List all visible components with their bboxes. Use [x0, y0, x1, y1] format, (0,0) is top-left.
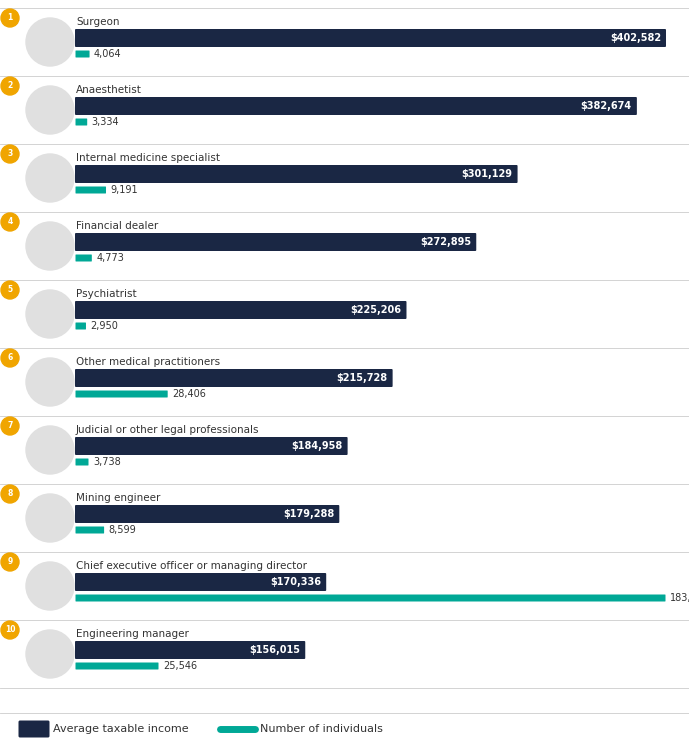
FancyBboxPatch shape — [76, 50, 90, 58]
Circle shape — [26, 562, 74, 610]
Text: 8: 8 — [8, 490, 12, 499]
Text: Average taxable income: Average taxable income — [53, 724, 189, 734]
FancyBboxPatch shape — [76, 186, 106, 194]
Text: $272,895: $272,895 — [420, 237, 471, 247]
Text: 28,406: 28,406 — [172, 389, 206, 399]
Text: 4,064: 4,064 — [94, 49, 122, 59]
Text: Chief executive officer or managing director: Chief executive officer or managing dire… — [76, 561, 307, 571]
Circle shape — [1, 417, 19, 435]
Circle shape — [26, 494, 74, 542]
FancyBboxPatch shape — [76, 322, 86, 330]
Text: Other medical practitioners: Other medical practitioners — [76, 357, 220, 367]
Text: $184,958: $184,958 — [291, 441, 342, 451]
Text: Anaesthetist: Anaesthetist — [76, 85, 142, 95]
FancyBboxPatch shape — [75, 29, 666, 47]
FancyBboxPatch shape — [76, 662, 158, 669]
Text: 4,773: 4,773 — [96, 253, 124, 263]
Text: Financial dealer: Financial dealer — [76, 221, 158, 231]
Text: Number of individuals: Number of individuals — [260, 724, 383, 734]
Text: 8,599: 8,599 — [109, 525, 136, 535]
Text: 3,738: 3,738 — [93, 457, 121, 467]
FancyBboxPatch shape — [75, 641, 305, 659]
Circle shape — [26, 154, 74, 202]
Text: $156,015: $156,015 — [249, 645, 300, 655]
Text: 9,191: 9,191 — [110, 185, 138, 195]
Circle shape — [26, 222, 74, 270]
FancyBboxPatch shape — [75, 437, 348, 455]
Text: 3: 3 — [8, 149, 12, 158]
FancyBboxPatch shape — [76, 391, 167, 397]
FancyBboxPatch shape — [75, 301, 407, 319]
Circle shape — [1, 77, 19, 95]
FancyBboxPatch shape — [76, 119, 88, 125]
FancyBboxPatch shape — [75, 97, 637, 115]
FancyBboxPatch shape — [75, 233, 476, 251]
Circle shape — [1, 145, 19, 163]
Text: 5: 5 — [8, 285, 12, 294]
Circle shape — [1, 349, 19, 367]
Text: $402,582: $402,582 — [610, 33, 661, 43]
Text: Surgeon: Surgeon — [76, 17, 119, 27]
Circle shape — [26, 18, 74, 66]
FancyBboxPatch shape — [76, 255, 92, 261]
FancyBboxPatch shape — [75, 573, 326, 591]
Circle shape — [1, 9, 19, 27]
Text: 2: 2 — [8, 82, 12, 91]
Text: 3,334: 3,334 — [92, 117, 119, 127]
Text: Engineering manager: Engineering manager — [76, 629, 189, 639]
FancyBboxPatch shape — [19, 720, 50, 737]
Circle shape — [26, 426, 74, 474]
Circle shape — [1, 213, 19, 231]
Circle shape — [26, 630, 74, 678]
Circle shape — [1, 281, 19, 299]
FancyBboxPatch shape — [75, 369, 393, 387]
Text: 9: 9 — [8, 557, 12, 566]
Circle shape — [26, 290, 74, 338]
Text: 10: 10 — [5, 626, 15, 635]
Text: 4: 4 — [8, 218, 12, 227]
Text: Judicial or other legal professionals: Judicial or other legal professionals — [76, 425, 260, 435]
Text: Mining engineer: Mining engineer — [76, 493, 161, 503]
Text: 6: 6 — [8, 354, 12, 363]
Text: 1: 1 — [8, 14, 12, 23]
Text: $215,728: $215,728 — [336, 373, 388, 383]
Text: $225,206: $225,206 — [351, 305, 402, 315]
Circle shape — [1, 485, 19, 503]
Text: $301,129: $301,129 — [462, 169, 513, 179]
Text: 7: 7 — [8, 421, 12, 430]
Text: Internal medicine specialist: Internal medicine specialist — [76, 153, 220, 163]
FancyBboxPatch shape — [76, 459, 88, 466]
FancyBboxPatch shape — [75, 505, 339, 523]
Text: 2,950: 2,950 — [90, 321, 119, 331]
Text: Psychiatrist: Psychiatrist — [76, 289, 136, 299]
Circle shape — [1, 621, 19, 639]
Circle shape — [26, 86, 74, 134]
FancyBboxPatch shape — [75, 165, 517, 183]
Text: $179,288: $179,288 — [283, 509, 334, 519]
Text: $382,674: $382,674 — [581, 101, 632, 111]
Text: 25,546: 25,546 — [163, 661, 197, 671]
FancyBboxPatch shape — [76, 595, 666, 602]
FancyBboxPatch shape — [76, 526, 104, 533]
Circle shape — [26, 358, 74, 406]
Text: 183,483: 183,483 — [670, 593, 689, 603]
Circle shape — [1, 553, 19, 571]
Text: $170,336: $170,336 — [270, 577, 321, 587]
